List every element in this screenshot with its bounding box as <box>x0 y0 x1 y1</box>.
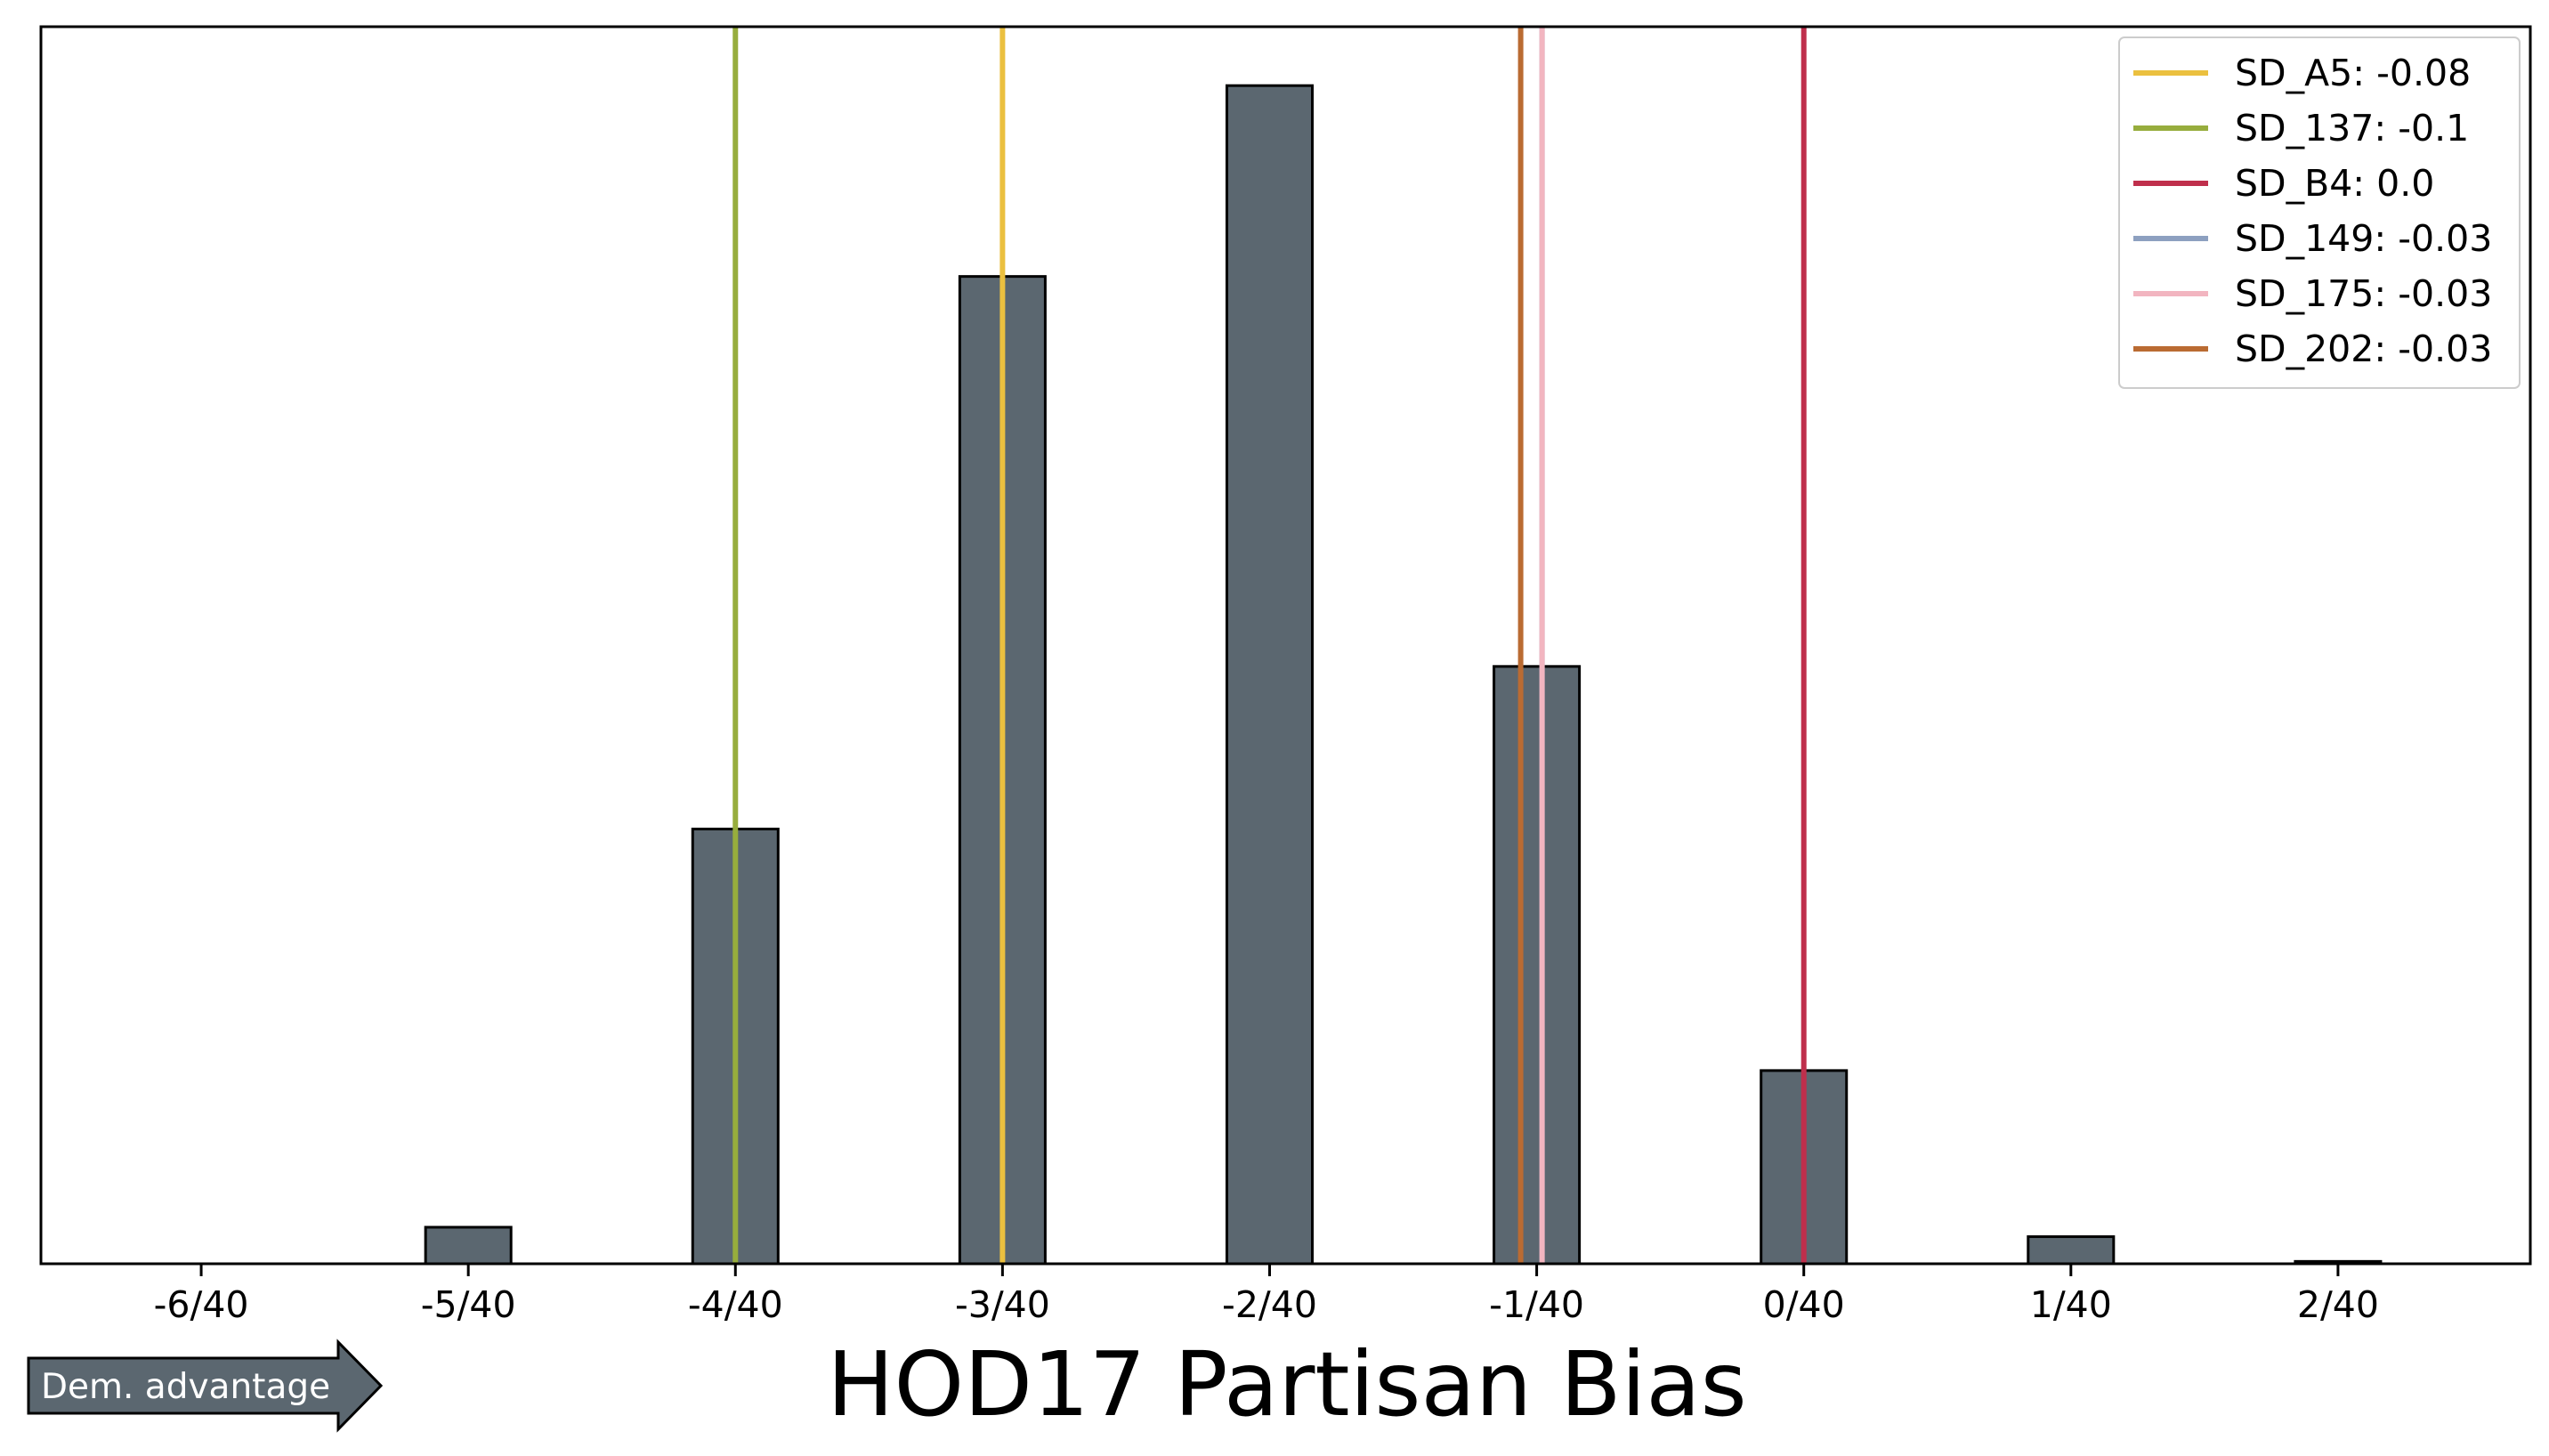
x-tick-label: 2/40 <box>2297 1283 2379 1326</box>
arrow-label: Dem. advantage <box>41 1367 330 1407</box>
district-lines <box>732 27 1807 1264</box>
x-tick-label: -2/40 <box>1222 1283 1317 1326</box>
legend: SD_A5: -0.08 SD_137: -0.1 SD_B4: 0.0 SD_149… <box>2118 36 2521 389</box>
histogram-bar <box>424 1225 513 1266</box>
legend-label: SD_149: -0.03 <box>2235 217 2492 260</box>
x-tick-label: -3/40 <box>955 1283 1050 1326</box>
x-axis-label: HOD17 Partisan Bias <box>827 1332 1746 1436</box>
legend-label: SD_B4: 0.0 <box>2235 162 2434 205</box>
plot-frame <box>39 25 2532 1266</box>
x-tick-label: -1/40 <box>1489 1283 1584 1326</box>
arrow-icon <box>27 1339 384 1433</box>
x-tick-label: 1/40 <box>2030 1283 2112 1326</box>
x-tick-label: -5/40 <box>421 1283 516 1326</box>
legend-frame <box>2118 36 2521 389</box>
legend-label: SD_137: -0.1 <box>2235 107 2469 150</box>
histogram-bar <box>2027 1235 2116 1266</box>
histogram-bar <box>1493 665 1582 1266</box>
x-tick-label: -6/40 <box>154 1283 249 1326</box>
legend-label: SD_175: -0.03 <box>2235 272 2492 315</box>
legend-label: SD_202: -0.03 <box>2235 328 2492 370</box>
x-tick-label: 0/40 <box>1763 1283 1845 1326</box>
legend-label: SD_A5: -0.08 <box>2235 52 2471 94</box>
histogram-bar <box>1225 84 1315 1266</box>
dem-advantage-arrow: Dem. advantage <box>27 1339 384 1433</box>
x-axis-ticks: -6/40 -5/40 -4/40 -3/40 -2/40 -1/40 0/40 1/40 2/… <box>154 1264 2379 1326</box>
x-tick-label: -4/40 <box>688 1283 783 1326</box>
